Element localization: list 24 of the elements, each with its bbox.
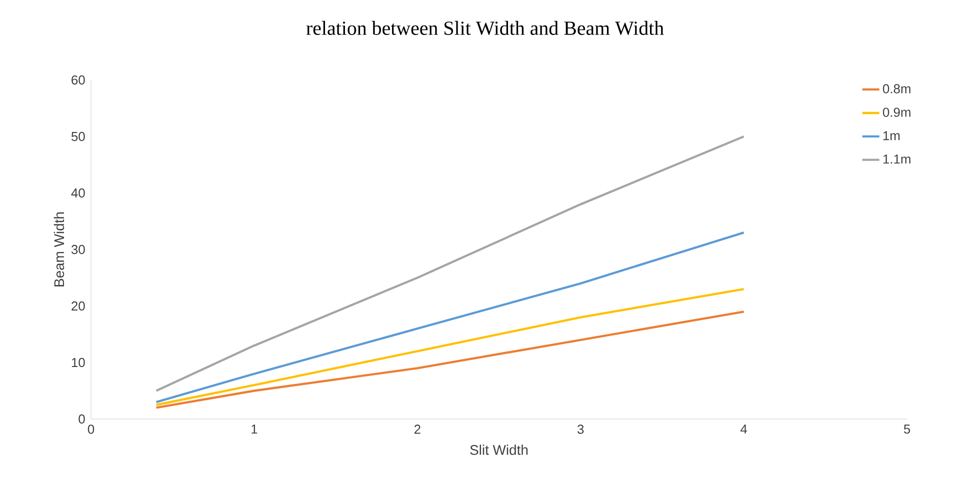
line-series xyxy=(155,231,745,404)
legend-label: 1m xyxy=(883,131,900,140)
legend-label: 0.8m xyxy=(882,84,910,94)
x-axis-title: Slit Width xyxy=(470,444,528,455)
x-tick-label: 2 xyxy=(414,424,420,434)
legend-label: 0.9m xyxy=(882,108,910,117)
y-tick-label: 20 xyxy=(72,301,85,311)
line-series xyxy=(155,310,745,409)
y-axis-title: Beam Width xyxy=(54,212,64,286)
y-tick-label: 10 xyxy=(72,358,85,368)
x-tick-label: 5 xyxy=(904,424,910,434)
line-series xyxy=(155,135,745,392)
x-tick-label: 0 xyxy=(88,424,94,434)
chart-title: relation between Slit Width and Beam Width xyxy=(306,20,664,36)
line-series xyxy=(155,288,745,406)
y-tick-label: 60 xyxy=(72,75,85,85)
legend-label: 1.1m xyxy=(883,154,910,164)
y-tick-label: 40 xyxy=(71,188,85,198)
y-tick-label: 0 xyxy=(78,414,85,424)
x-tick-label: 3 xyxy=(578,424,584,434)
y-tick-label: 30 xyxy=(71,244,85,254)
x-tick-label: 1 xyxy=(252,424,258,434)
y-tick-label: 50 xyxy=(71,132,85,142)
x-tick-label: 4 xyxy=(740,424,748,434)
